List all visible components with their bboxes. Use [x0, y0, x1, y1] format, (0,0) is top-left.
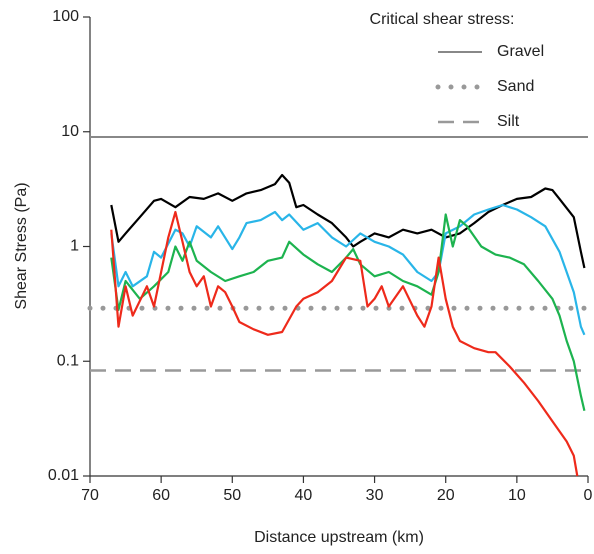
x-tick-label: 40 [295, 487, 313, 504]
x-tick-label: 0 [584, 487, 593, 504]
y-tick-label: 0.01 [48, 467, 79, 484]
y-tick-label: 0.1 [57, 352, 79, 369]
y-tick-label: 1 [70, 238, 79, 255]
x-tick-label: 50 [223, 487, 241, 504]
x-tick-label: 70 [81, 487, 99, 504]
legend-label: Gravel [497, 43, 544, 60]
x-tick-label: 20 [437, 487, 455, 504]
x-tick-label: 30 [366, 487, 384, 504]
series-line [110, 213, 586, 412]
series-line [110, 210, 579, 477]
y-tick-label: 10 [61, 123, 79, 140]
legend-label: Silt [497, 113, 520, 130]
series-line [110, 203, 586, 336]
y-tick-label: 100 [52, 8, 79, 25]
series-line [110, 173, 586, 269]
y-axis-label: Shear Stress (Pa) [13, 182, 30, 309]
x-tick-label: 60 [152, 487, 170, 504]
x-tick-label: 10 [508, 487, 526, 504]
legend-title: Critical shear stress: [370, 11, 515, 28]
legend-label: Sand [497, 78, 534, 95]
x-axis-label: Distance upstream (km) [254, 529, 424, 546]
